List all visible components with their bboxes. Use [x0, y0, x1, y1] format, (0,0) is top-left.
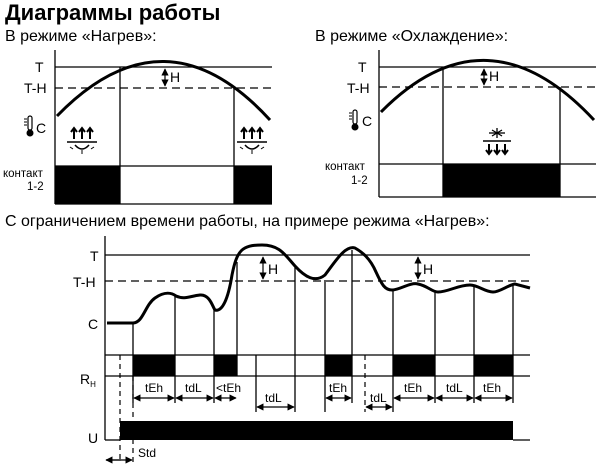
heating-caption: В режиме «Нагрев»: [5, 28, 157, 45]
cooling-label-h: H [489, 68, 499, 84]
heating-contact-number: 1-2 [27, 181, 44, 193]
heater-icon [237, 126, 267, 154]
heating-label-h: H [170, 69, 180, 85]
interval-label: tEh [404, 381, 422, 395]
cooling-diagram: В режиме «Охлаждение»: T T-H C контакт 1… [315, 28, 596, 198]
interval-label: tdL [185, 381, 202, 395]
cooling-contact-label: контакт [325, 161, 366, 173]
interval-label: <tEh [216, 381, 241, 395]
cooling-label-c: C [362, 113, 372, 129]
timed-label-u: U [88, 430, 98, 446]
interval-label: tEh [329, 381, 347, 395]
interval-label: tdL [265, 391, 282, 405]
timed-caption: С ограничением времени работы, на пример… [5, 213, 490, 230]
interval-label: tdL [370, 391, 387, 405]
timed-label-h1: H [268, 261, 278, 277]
cooling-caption: В режиме «Охлаждение»: [315, 28, 508, 45]
cooling-label-th: T-H [347, 80, 370, 96]
thermometer-icon [349, 109, 359, 131]
heater-icon [67, 126, 97, 154]
heating-contact-label: контакт [3, 168, 44, 180]
timed-label-th: T-H [73, 274, 96, 290]
heating-label-c: C [36, 120, 46, 136]
heating-diagram: В режиме «Нагрев»: T T-H C контакт 1-2 H [3, 28, 272, 205]
cooling-contact-number: 1-2 [351, 175, 368, 187]
heating-label-t: T [35, 59, 44, 75]
cooler-icon [483, 128, 511, 156]
timed-label-t: T [90, 248, 99, 264]
timed-label-rh: RH [80, 371, 96, 389]
interval-label: tdL [446, 381, 463, 395]
page-title: Диаграммы работы [5, 0, 220, 25]
interval-label: tEh [483, 381, 501, 395]
timed-label-c: C [88, 316, 98, 332]
thermometer-icon [24, 115, 34, 137]
timed-label-h2: H [423, 261, 433, 277]
cooling-label-t: T [358, 59, 367, 75]
timed-diagram: С ограничением времени работы, на пример… [5, 213, 531, 464]
interval-label: tEh [145, 381, 163, 395]
heating-label-th: T-H [24, 80, 47, 96]
std-label: Std [138, 446, 156, 460]
